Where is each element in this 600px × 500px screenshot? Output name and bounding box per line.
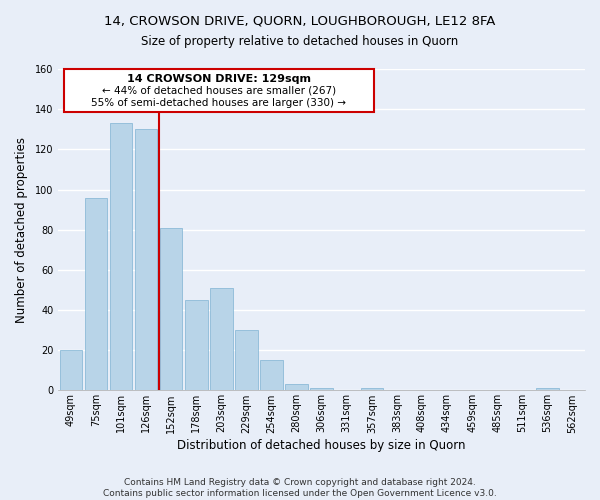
Bar [361,388,383,390]
Text: 14 CROWSON DRIVE: 129sqm: 14 CROWSON DRIVE: 129sqm [127,74,311,84]
Bar [285,384,308,390]
Y-axis label: Number of detached properties: Number of detached properties [15,136,28,322]
Bar [235,330,257,390]
Text: Size of property relative to detached houses in Quorn: Size of property relative to detached ho… [142,35,458,48]
Text: 14, CROWSON DRIVE, QUORN, LOUGHBOROUGH, LE12 8FA: 14, CROWSON DRIVE, QUORN, LOUGHBOROUGH, … [104,15,496,28]
Bar [310,388,333,390]
Bar [110,123,132,390]
Text: ← 44% of detached houses are smaller (267): ← 44% of detached houses are smaller (26… [102,86,336,96]
X-axis label: Distribution of detached houses by size in Quorn: Distribution of detached houses by size … [178,440,466,452]
Bar [536,388,559,390]
Bar [260,360,283,390]
Bar [210,288,233,390]
Bar [185,300,208,390]
Bar [135,130,157,390]
Text: Contains HM Land Registry data © Crown copyright and database right 2024.
Contai: Contains HM Land Registry data © Crown c… [103,478,497,498]
Bar [85,198,107,390]
Text: 55% of semi-detached houses are larger (330) →: 55% of semi-detached houses are larger (… [91,98,346,108]
FancyBboxPatch shape [64,69,374,112]
Bar [59,350,82,391]
Bar [160,228,182,390]
